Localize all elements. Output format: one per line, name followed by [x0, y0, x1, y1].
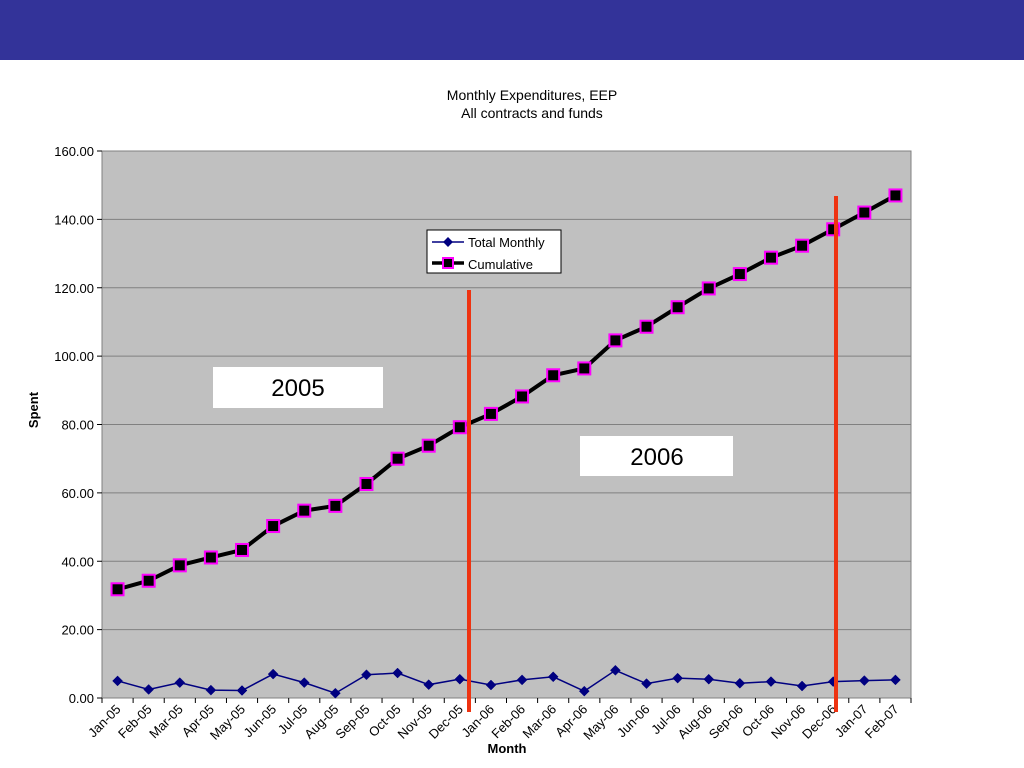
legend: Total Monthly Cumulative — [426, 229, 562, 274]
x-tick-label: May-06 — [580, 702, 621, 743]
data-point-cumulative — [515, 389, 530, 404]
y-tick-label: 80.00 — [61, 418, 94, 433]
x-tick-label: Feb-06 — [488, 702, 528, 742]
legend-label-total-monthly: Total Monthly — [468, 235, 545, 250]
data-point-total-monthly — [610, 664, 621, 676]
x-tick-label: Mar-06 — [520, 702, 560, 742]
x-tick-label: Aug-06 — [675, 702, 715, 742]
data-point-cumulative — [297, 503, 312, 518]
x-tick-labels: Jan-05Feb-05Mar-05Apr-05May-05Jun-05Jul-… — [85, 702, 902, 743]
data-point-total-monthly — [734, 677, 746, 689]
x-tick-label: Aug-05 — [301, 702, 341, 742]
data-point-total-monthly — [298, 677, 310, 688]
x-tick-label: Mar-05 — [146, 702, 186, 742]
year-2005-background — [213, 367, 383, 408]
chart-title: Monthly Expenditures, EEP — [447, 87, 617, 103]
data-point-total-monthly — [236, 685, 248, 696]
data-point-cumulative — [670, 300, 685, 315]
data-point-cumulative — [732, 267, 747, 282]
data-point-cumulative — [359, 476, 374, 491]
data-point-total-monthly — [174, 677, 186, 688]
data-point-cumulative — [701, 281, 716, 296]
x-tick-label: Feb-05 — [115, 702, 155, 742]
y-tick-label: 100.00 — [54, 349, 94, 364]
data-point-cumulative — [795, 238, 810, 253]
data-point-total-monthly — [578, 685, 590, 697]
data-point-total-monthly — [454, 673, 466, 685]
data-point-total-monthly — [547, 671, 559, 683]
data-point-cumulative — [483, 406, 498, 421]
x-tick-label: Dec-05 — [426, 702, 466, 742]
series-layer — [110, 188, 903, 699]
y-tick-labels: 0.00 20.00 40.00 60.00 80.00 100.00 120.00 140.… — [54, 144, 94, 706]
legend-marker-total-monthly — [443, 237, 453, 247]
x-tick-label: Nov-05 — [395, 702, 435, 742]
y-axis-title: Spent — [26, 391, 41, 428]
y-tick-label: 40.00 — [61, 554, 94, 569]
y-tick-label: 0.00 — [69, 691, 94, 706]
data-point-cumulative — [172, 558, 187, 573]
data-point-cumulative — [639, 319, 654, 334]
data-point-cumulative — [452, 420, 467, 435]
data-point-total-monthly — [485, 679, 497, 691]
x-tick-label: May-05 — [207, 702, 248, 743]
data-point-total-monthly — [516, 674, 528, 686]
y-tick-label: 20.00 — [61, 623, 94, 638]
year-2006-label: 2006 — [630, 444, 683, 471]
legend-marker-cumulative — [442, 257, 454, 269]
y-tick-label: 160.00 — [54, 144, 94, 159]
year-2006-box: 2006 — [580, 436, 733, 476]
data-point-total-monthly — [361, 669, 372, 681]
data-point-cumulative — [235, 542, 250, 557]
data-point-cumulative — [577, 361, 592, 376]
data-point-cumulative — [421, 438, 436, 453]
x-tick-label: Sep-06 — [706, 702, 746, 742]
x-axis-title: Month — [488, 741, 527, 756]
x-tick-label: Dec-06 — [799, 702, 839, 742]
data-point-total-monthly — [641, 678, 652, 689]
data-point-total-monthly — [672, 672, 683, 684]
y-tick-label: 120.00 — [54, 281, 94, 296]
x-tick-label: Sep-05 — [332, 702, 372, 742]
title-band — [0, 0, 1024, 60]
year-2006-background — [580, 436, 733, 476]
data-point-cumulative — [857, 205, 872, 220]
chart-subtitle: All contracts and funds — [461, 105, 603, 121]
x-tick-label: Feb-07 — [862, 702, 902, 742]
data-point-total-monthly — [392, 667, 403, 679]
data-point-total-monthly — [765, 676, 777, 687]
data-point-cumulative — [110, 582, 125, 597]
data-point-total-monthly — [205, 684, 217, 696]
data-point-cumulative — [141, 573, 156, 588]
x-tick-label: Jun-05 — [241, 702, 280, 741]
data-point-cumulative — [328, 498, 343, 513]
data-point-cumulative — [888, 188, 903, 203]
data-point-cumulative — [763, 250, 778, 265]
x-tick-label: Jun-06 — [614, 702, 653, 741]
x-tick-label: Nov-06 — [768, 702, 808, 742]
data-point-total-monthly — [423, 679, 435, 691]
data-point-cumulative — [266, 519, 281, 534]
year-2005-label: 2005 — [271, 375, 324, 402]
year-2005-box: 2005 — [213, 367, 383, 408]
gridlines — [97, 150, 912, 703]
data-point-cumulative — [608, 333, 623, 348]
data-point-cumulative — [203, 550, 218, 565]
data-point-total-monthly — [796, 680, 808, 692]
y-tick-label: 60.00 — [61, 486, 94, 501]
data-point-cumulative — [546, 368, 561, 383]
data-point-total-monthly — [267, 668, 279, 680]
legend-label-cumulative: Cumulative — [468, 257, 533, 272]
data-point-cumulative — [390, 451, 405, 466]
data-point-total-monthly — [890, 674, 901, 686]
data-point-total-monthly — [703, 673, 715, 685]
data-point-total-monthly — [112, 675, 123, 687]
y-tick-label: 140.00 — [54, 212, 94, 227]
series-line-total-monthly — [117, 669, 896, 695]
data-point-total-monthly — [143, 684, 155, 695]
data-point-total-monthly — [330, 687, 341, 699]
data-point-total-monthly — [858, 675, 870, 686]
